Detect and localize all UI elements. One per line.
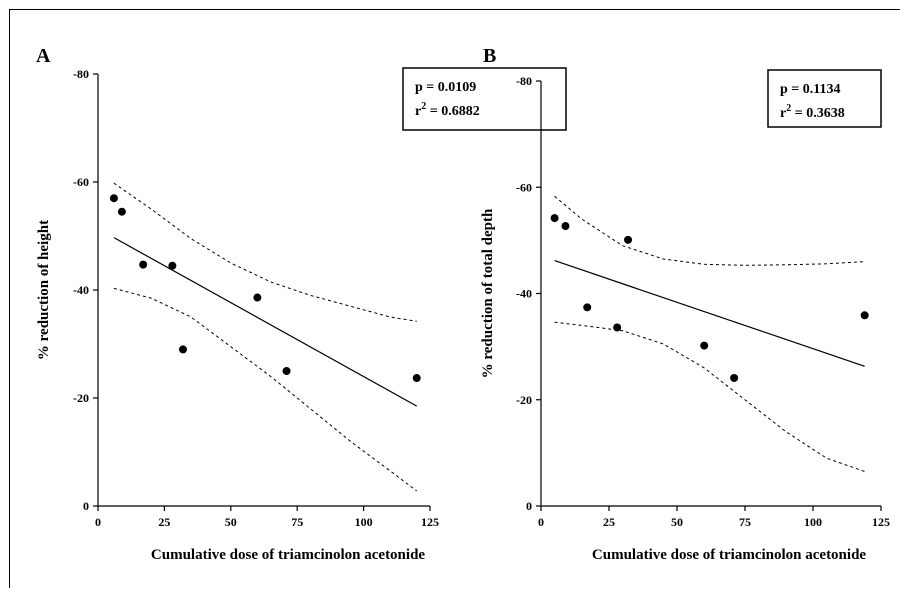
panel-b-y-tick-label: -80 bbox=[516, 74, 532, 88]
panel-b-data-point bbox=[730, 373, 739, 382]
panel-a-stats-box bbox=[402, 67, 567, 131]
panel-b-y-tick-label: -60 bbox=[516, 180, 532, 194]
panel-b-data-point bbox=[561, 222, 570, 231]
panel-a-x-tick-label: 0 bbox=[95, 515, 101, 529]
panel-b-x-tick-label: 50 bbox=[671, 515, 683, 529]
panel-b-data-point bbox=[860, 311, 869, 320]
panel-b-x-tick-label: 75 bbox=[739, 515, 751, 529]
panel-a-r-squared: r2 = 0.6882 bbox=[415, 101, 480, 119]
panel-b-y-axis-label: % reduction of total depth bbox=[480, 208, 496, 378]
panel-a-data-point bbox=[282, 367, 291, 375]
panel-a-y-tick-label: -60 bbox=[73, 175, 89, 189]
panel-a-y-tick-label: -80 bbox=[73, 67, 89, 81]
panel-a-y-tick-label: 0 bbox=[83, 499, 89, 513]
panel-b-x-axis-label: Cumulative dose of triamcinolon acetonid… bbox=[592, 547, 866, 563]
panel-b-data-point bbox=[613, 323, 622, 332]
panel-b-x-tick-label: 100 bbox=[804, 515, 822, 529]
panel-a-data-point bbox=[412, 374, 421, 383]
panel-a-x-tick-label: 50 bbox=[225, 515, 237, 529]
panel-b-x-tick-label: 0 bbox=[538, 515, 544, 529]
panel-b-x-tick-label: 125 bbox=[872, 515, 890, 529]
panel-a-ci-upper-line bbox=[113, 182, 417, 322]
panel-b-stats-box bbox=[767, 69, 882, 128]
panel-b-data-point bbox=[550, 214, 559, 223]
panel-a-data-point bbox=[109, 194, 118, 203]
panel-a-x-tick-label: 125 bbox=[421, 515, 439, 529]
panel-b-ci-upper-line bbox=[554, 195, 865, 266]
panel-a-regression-line bbox=[113, 237, 418, 407]
panel-b-regression-line bbox=[554, 259, 865, 367]
panel-a-x-tick-label: 100 bbox=[355, 515, 373, 529]
panel-a-x-axis-label: Cumulative dose of triamcinolon acetonid… bbox=[151, 547, 425, 563]
panel-a-y-tick-label: -40 bbox=[73, 283, 89, 297]
panel-a-x-tick-label: 75 bbox=[291, 515, 303, 529]
panel-b-ci-lower-line bbox=[554, 321, 865, 472]
panel-a-x-tick-label: 25 bbox=[158, 515, 170, 529]
panel-b-r-squared: r2 = 0.3638 bbox=[780, 103, 845, 121]
panel-a-data-point bbox=[253, 293, 262, 302]
panel-a-p-value: p = 0.0109 bbox=[415, 80, 476, 95]
panel-a-data-point bbox=[178, 345, 187, 354]
panel-a-letter: A bbox=[36, 45, 51, 67]
panel-a-ci-lower-line bbox=[113, 287, 418, 492]
figure-frame bbox=[9, 9, 900, 588]
panel-b-p-value: p = 0.1134 bbox=[780, 82, 841, 97]
panel-a-data-point bbox=[139, 260, 148, 269]
panel-b-data-point bbox=[583, 303, 592, 312]
panel-b-x-tick-label: 25 bbox=[603, 515, 615, 529]
panel-a-y-tick-label: -20 bbox=[73, 391, 89, 405]
panel-a-y-axis-label: % reduction of height bbox=[36, 220, 52, 360]
panel-a-data-point bbox=[117, 207, 126, 216]
panel-b-data-point bbox=[624, 235, 633, 244]
panel-b-y-tick-label: 0 bbox=[526, 499, 532, 513]
panel-b-y-tick-label: -40 bbox=[516, 287, 532, 301]
panel-b-data-point bbox=[700, 341, 709, 350]
panel-b-y-tick-label: -20 bbox=[516, 393, 532, 407]
panel-a-data-point bbox=[168, 261, 177, 270]
panel-b-letter: B bbox=[483, 45, 496, 67]
